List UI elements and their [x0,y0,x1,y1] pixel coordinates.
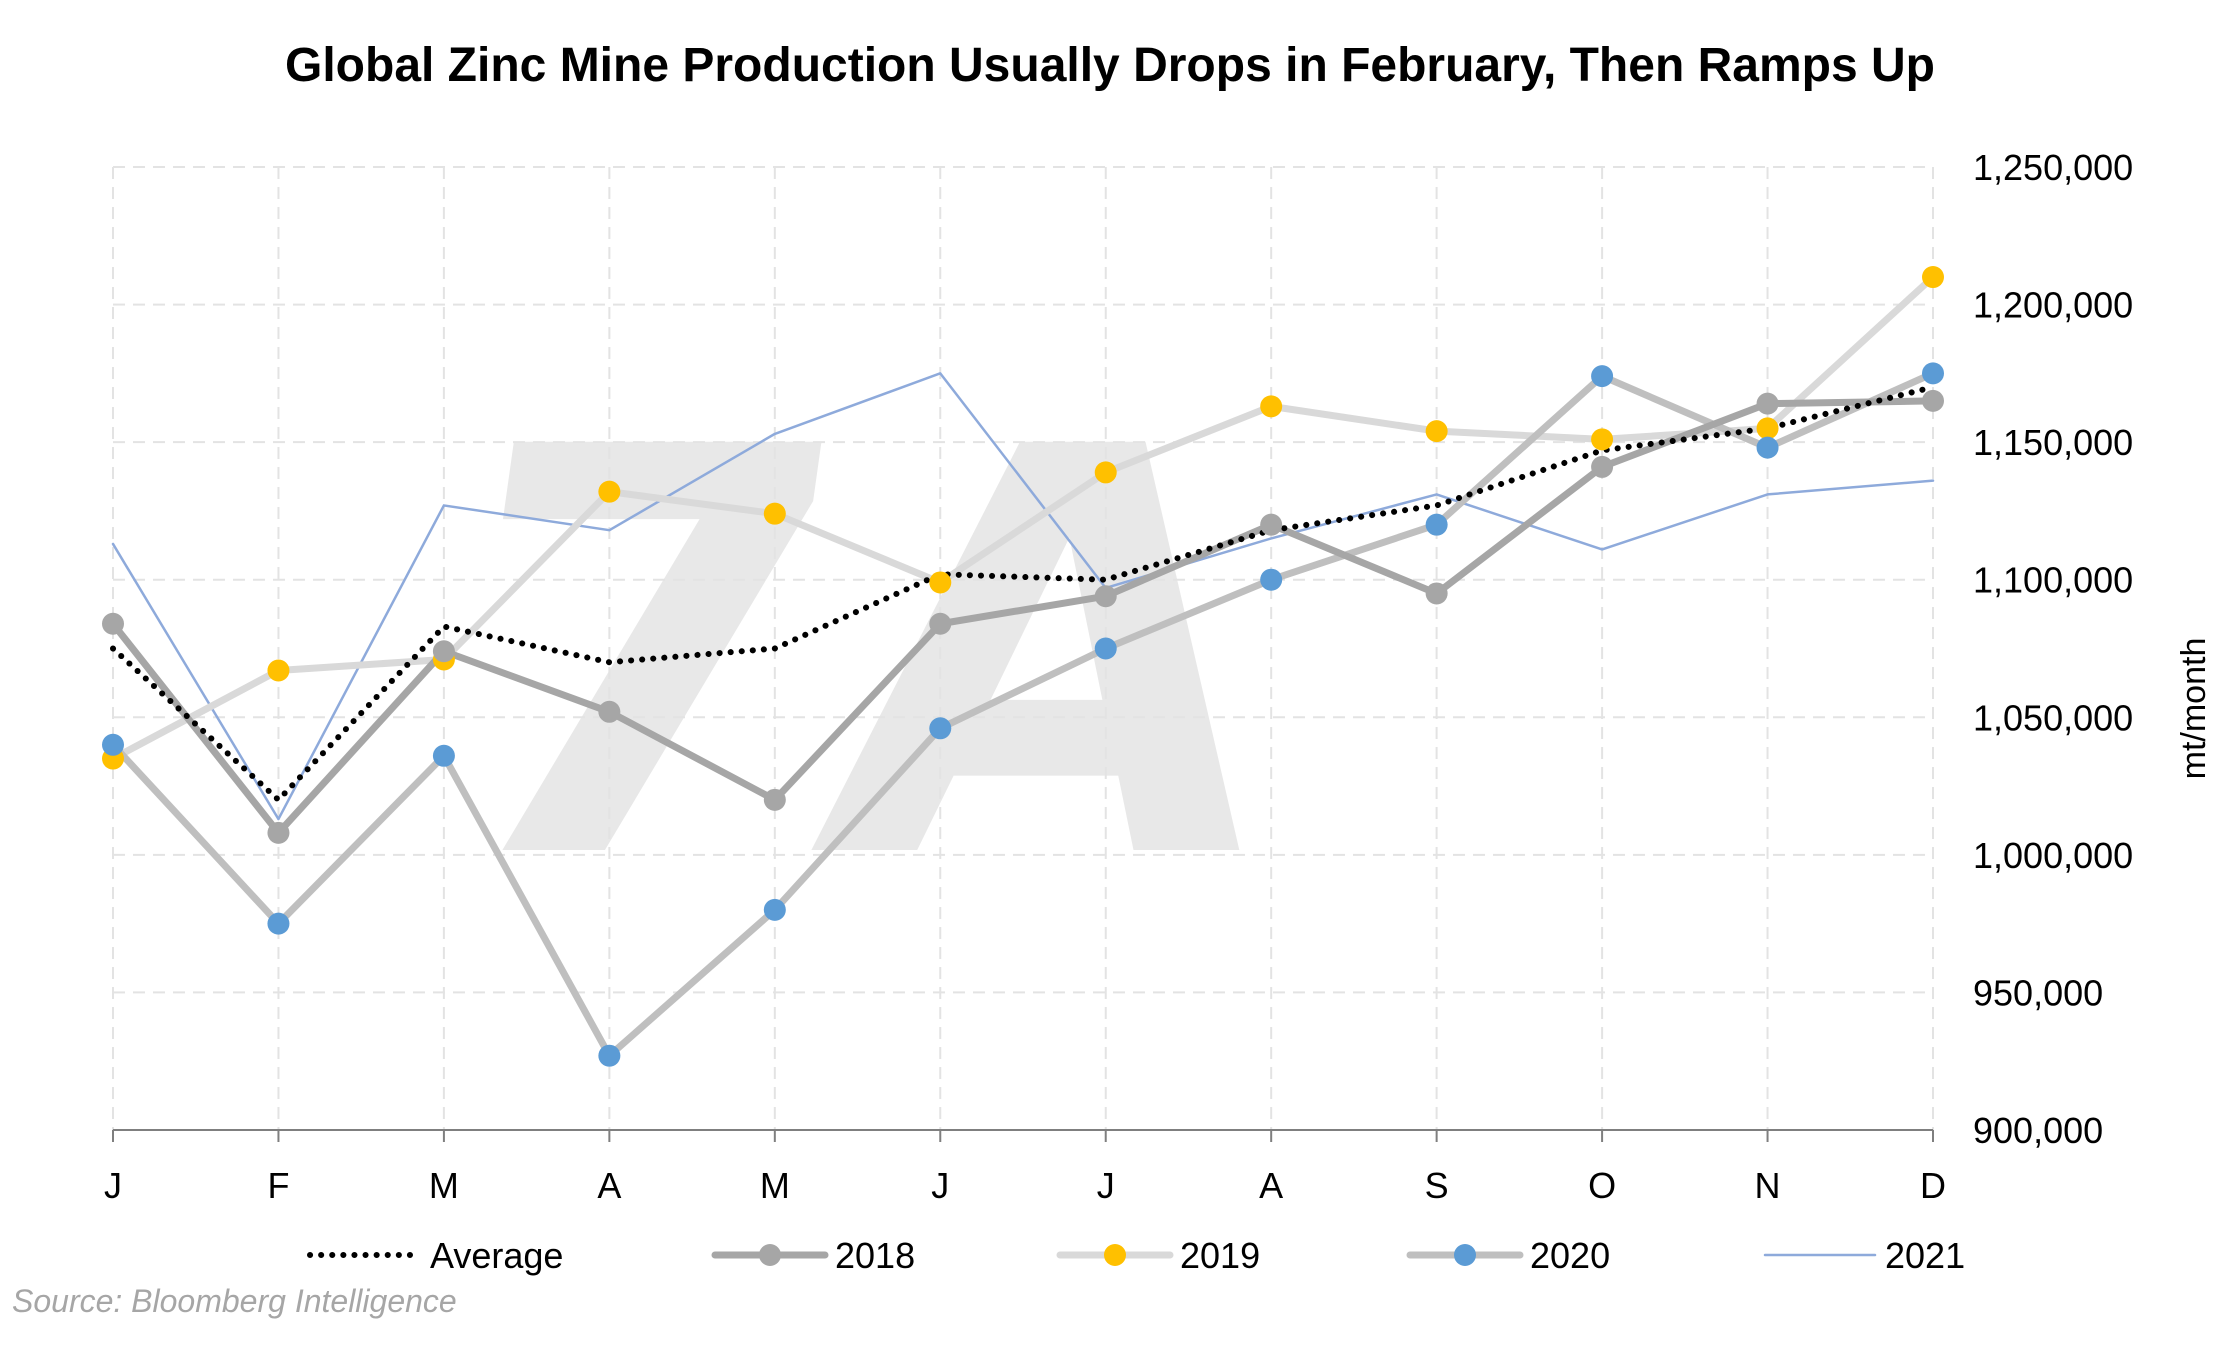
legend-marker-2018 [759,1244,781,1266]
data-point-2020 [763,898,786,921]
series-line-2020 [109,369,1937,1060]
chart-title: Global Zinc Mine Production Usually Drop… [285,39,1935,92]
series-line-2018 [109,397,1937,837]
data-point-2020 [1094,637,1117,660]
legend-label-2020: 2020 [1530,1235,1610,1276]
data-point-2020 [598,1044,621,1067]
y-tick-label: 900,000 [1973,1110,2103,1151]
data-point-2020 [1756,436,1779,459]
data-point-2018 [1094,585,1117,608]
x-tick-label: D [1920,1165,1946,1206]
x-tick-label: J [931,1165,949,1206]
y-tick-label: 1,100,000 [1973,560,2133,601]
x-tick-label: N [1755,1165,1781,1206]
data-point-2018 [598,700,621,723]
data-point-2020 [102,733,124,756]
data-point-2019 [1094,461,1117,484]
legend: Average 2018 2019 2020 2021 [307,1235,1965,1276]
x-tick-label: F [267,1165,289,1206]
data-point-2019 [763,502,786,525]
series-lines [102,266,1944,1067]
data-point-2020 [1922,362,1944,385]
series-line-2021 [111,372,1935,821]
legend-label-2019: 2019 [1180,1235,1260,1276]
data-point-2018 [1425,582,1448,605]
data-point-2020 [432,744,455,767]
legend-label-average: Average [430,1235,563,1276]
source-note: Source: Bloomberg Intelligence [12,1283,457,1319]
data-point-2018 [432,640,455,663]
data-point-2019 [1756,417,1779,440]
x-tick-label: M [760,1165,790,1206]
data-point-2018 [1591,455,1614,478]
legend-marker-2020 [1454,1244,1476,1266]
data-point-2018 [763,788,786,811]
legend-marker-2019 [1104,1244,1126,1266]
data-point-2019 [1922,266,1944,289]
y-axis-label: mt/month [2175,638,2213,780]
data-point-2020 [267,912,290,935]
data-point-2018 [102,612,124,635]
x-tick-label: A [597,1165,621,1206]
data-point-2019 [1591,428,1614,451]
y-tick-label: 1,150,000 [1973,422,2133,463]
x-tick-label: S [1425,1165,1449,1206]
data-point-2018 [929,612,952,635]
watermark-text: 7A [400,331,1319,983]
data-point-2019 [598,480,621,503]
y-tick-label: 1,050,000 [1973,697,2133,738]
x-tick-label: J [1097,1165,1115,1206]
series-line-2019 [109,273,1937,763]
y-tick-label: 1,200,000 [1973,285,2133,326]
data-point-2019 [267,659,290,682]
data-point-2018 [1260,513,1283,536]
y-tick-label: 1,000,000 [1973,835,2133,876]
data-point-2019 [929,571,952,594]
data-point-2019 [1260,395,1283,418]
x-tick-label: A [1259,1165,1283,1206]
watermark-logo: 7A [400,331,1319,983]
legend-label-2021: 2021 [1885,1235,1965,1276]
data-point-2018 [1756,392,1779,415]
y-tick-label: 950,000 [1973,972,2103,1013]
data-point-2020 [1425,513,1448,536]
data-point-2019 [1425,420,1448,443]
x-tick-label: M [429,1165,459,1206]
x-tick-label: O [1588,1165,1616,1206]
data-point-2018 [1922,389,1944,412]
data-point-2020 [1591,365,1614,388]
data-point-2018 [267,821,290,844]
series-line-average [110,384,1936,803]
y-tick-label: 1,250,000 [1973,147,2133,188]
legend-label-2018: 2018 [835,1235,915,1276]
data-point-2020 [1260,568,1283,591]
data-point-2020 [929,717,952,740]
axes: J F M A M J J A S O N D 900,000 950,000 1,000,000 1,050… [104,147,2213,1206]
x-tick-label: J [104,1165,122,1206]
